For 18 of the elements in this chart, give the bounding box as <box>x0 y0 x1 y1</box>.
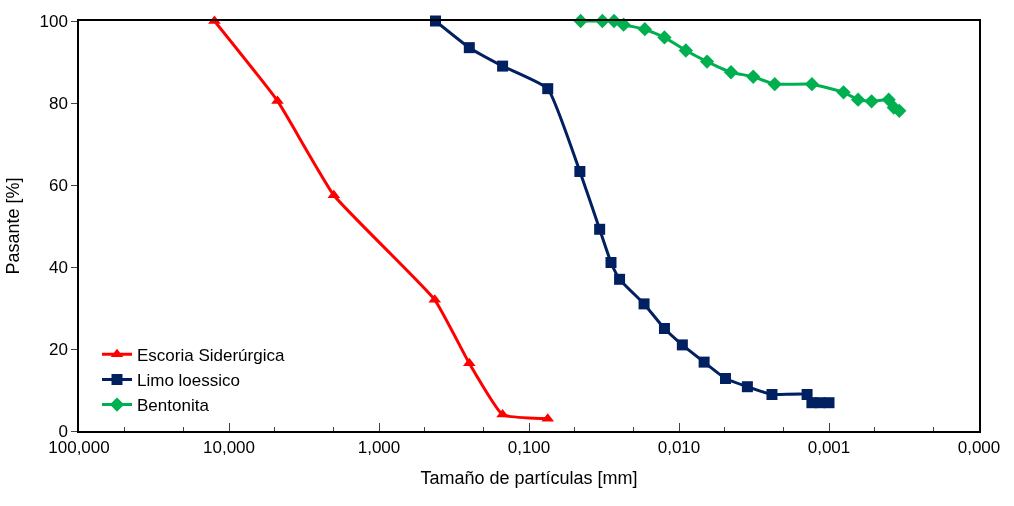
y-tick-label: 20 <box>48 339 68 359</box>
x-tick-label: 0,001 <box>807 438 851 458</box>
x-tick-label: 100,000 <box>48 438 110 458</box>
y-tick-label: 40 <box>48 257 68 277</box>
y-tick-label: 100 <box>39 11 68 31</box>
x-tick-label: 1,000 <box>357 438 401 458</box>
x-tick-label: 0,100 <box>507 438 551 458</box>
y-tick-label: 60 <box>48 175 68 195</box>
legend-label: Escoria Siderúrgica <box>137 345 285 365</box>
legend-label: Bentonita <box>137 396 210 416</box>
y-tick-label: 80 <box>48 93 68 113</box>
x-tick-label: 0,000 <box>957 438 1001 458</box>
y-axis-title: Pasante [%] <box>3 177 24 275</box>
x-tick-label: 0,010 <box>657 438 701 458</box>
y-tick-label: 0 <box>58 421 68 441</box>
legend-label: Limo loessico <box>137 371 240 391</box>
x-axis-title: Tamaño de partículas [mm] <box>420 467 638 488</box>
x-tick-label: 10,000 <box>203 438 255 458</box>
